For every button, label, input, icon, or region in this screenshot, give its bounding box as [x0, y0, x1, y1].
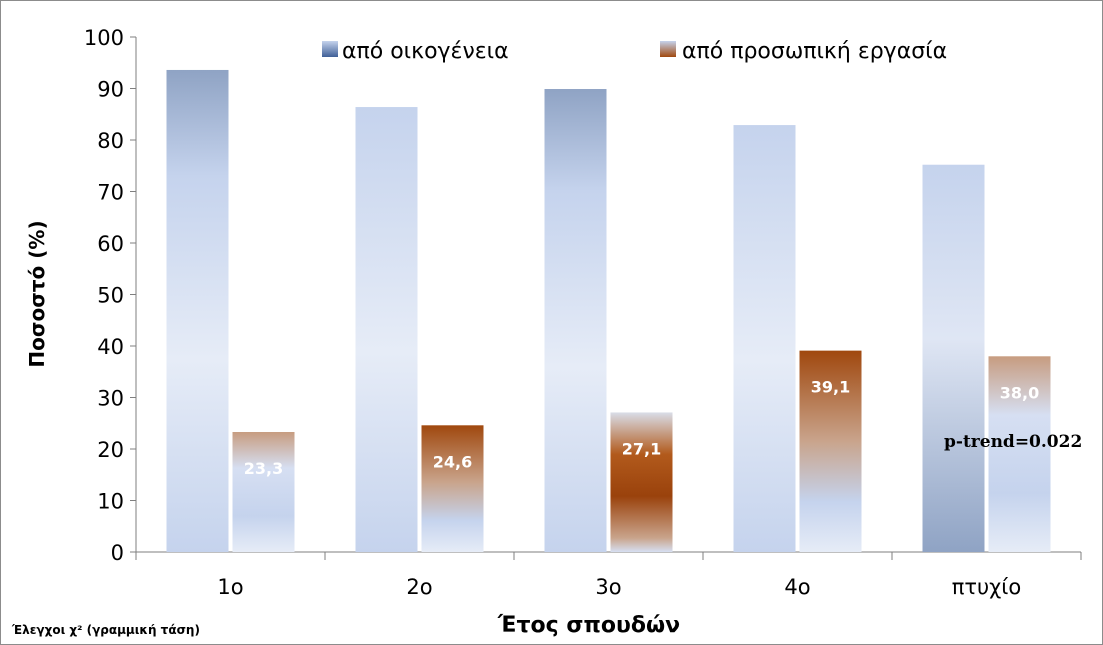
bar-work: [610, 412, 673, 552]
bar-family: [922, 164, 985, 552]
y-tick-label: 100: [84, 26, 124, 50]
y-tick-label: 10: [97, 490, 124, 514]
bar-work: [988, 356, 1051, 552]
legend-label-family: από οικογένεια: [342, 39, 509, 64]
bar-family: [166, 69, 229, 553]
data-label-work: 24,6: [433, 452, 472, 471]
bar-work: [232, 432, 295, 552]
bar-family: [544, 89, 607, 552]
y-tick-label: 90: [97, 78, 124, 102]
footnote: Έλεγχοι χ² (γραμμική τάση): [11, 623, 200, 637]
bar-family: [355, 107, 418, 552]
data-labels: 23,3 24,6 27,1 39,1 38,0: [244, 378, 1039, 478]
x-tick-label: πτυχίο: [952, 575, 1022, 599]
y-axis-title: Ποσοστό (%): [25, 220, 49, 367]
y-tick-label: 0: [111, 541, 124, 565]
bars: [166, 69, 1051, 553]
bar-work: [421, 425, 484, 552]
y-tick-label: 40: [97, 335, 124, 359]
legend-swatch-family: [322, 41, 338, 57]
data-label-work: 27,1: [622, 439, 661, 458]
legend-swatch-work: [660, 41, 676, 57]
x-axis-title: Έτος σπουδών: [497, 613, 680, 638]
legend: από οικογένεια από προσωπική εργασία: [322, 39, 947, 64]
bar-work: [799, 350, 862, 552]
axes: 0 10 20 30 40 50 60 70 80 90 100 1ο 2ο 3ο 4ο πτυχίο: [84, 26, 1082, 599]
data-label-work: 23,3: [244, 459, 283, 478]
p-trend-annotation: p-trend=0.022: [944, 432, 1082, 452]
y-tick-label: 50: [97, 284, 124, 308]
x-tick-label: 4ο: [784, 575, 810, 599]
y-tick-label: 30: [97, 387, 124, 411]
data-label-work: 38,0: [1000, 383, 1039, 402]
x-tick-label: 2ο: [406, 575, 432, 599]
y-tick-label: 60: [97, 232, 124, 256]
y-tick-label: 20: [97, 438, 124, 462]
data-label-work: 39,1: [811, 378, 850, 397]
bar-family: [733, 125, 796, 552]
y-tick-label: 80: [97, 129, 124, 153]
legend-label-work: από προσωπική εργασία: [682, 39, 947, 64]
x-tick-label: 1ο: [217, 575, 243, 599]
x-tick-label: 3ο: [595, 575, 621, 599]
y-tick-label: 70: [97, 181, 124, 205]
